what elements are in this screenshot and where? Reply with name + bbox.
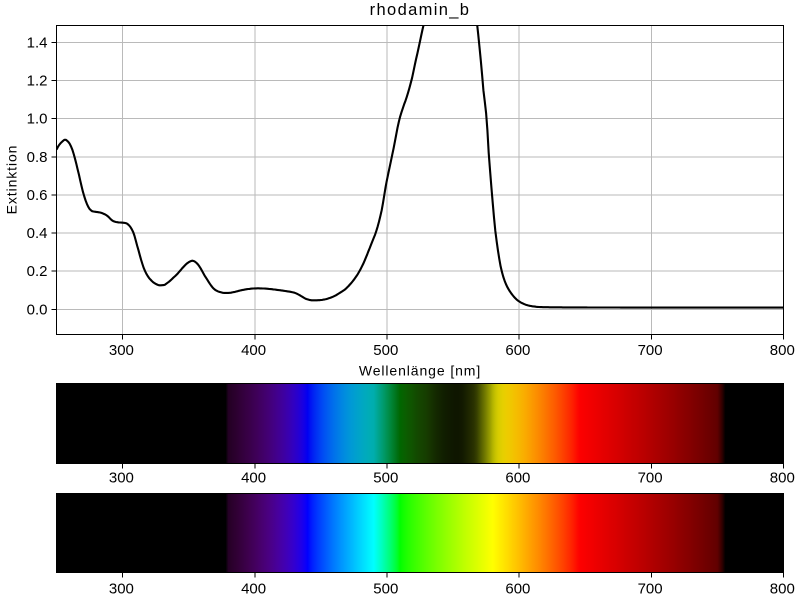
- svg-text:0.4: 0.4: [27, 225, 48, 242]
- svg-text:400: 400: [241, 342, 266, 359]
- svg-text:700: 700: [638, 470, 663, 487]
- svg-text:300: 300: [109, 470, 134, 487]
- svg-text:Wellenlänge [nm]: Wellenlänge [nm]: [359, 363, 481, 379]
- svg-text:1.4: 1.4: [27, 35, 48, 52]
- svg-text:800: 800: [770, 342, 795, 359]
- svg-text:500: 500: [373, 470, 398, 487]
- svg-text:0.0: 0.0: [27, 301, 48, 318]
- svg-text:400: 400: [241, 580, 266, 597]
- svg-text:500: 500: [373, 342, 398, 359]
- svg-text:0.8: 0.8: [27, 149, 48, 166]
- svg-text:700: 700: [638, 580, 663, 597]
- svg-text:400: 400: [241, 470, 266, 487]
- svg-text:1.0: 1.0: [27, 111, 48, 128]
- svg-text:600: 600: [505, 580, 530, 597]
- svg-text:0.2: 0.2: [27, 263, 48, 280]
- svg-text:800: 800: [770, 580, 795, 597]
- svg-text:600: 600: [505, 470, 530, 487]
- svg-text:800: 800: [770, 470, 795, 487]
- svg-text:1.2: 1.2: [27, 73, 48, 90]
- svg-text:rhodamin_b: rhodamin_b: [370, 1, 471, 19]
- svg-text:500: 500: [373, 580, 398, 597]
- svg-text:300: 300: [109, 580, 134, 597]
- svg-text:300: 300: [109, 342, 134, 359]
- svg-text:Extinktion: Extinktion: [4, 145, 20, 215]
- svg-text:700: 700: [638, 342, 663, 359]
- svg-text:0.6: 0.6: [27, 187, 48, 204]
- svg-text:600: 600: [505, 342, 530, 359]
